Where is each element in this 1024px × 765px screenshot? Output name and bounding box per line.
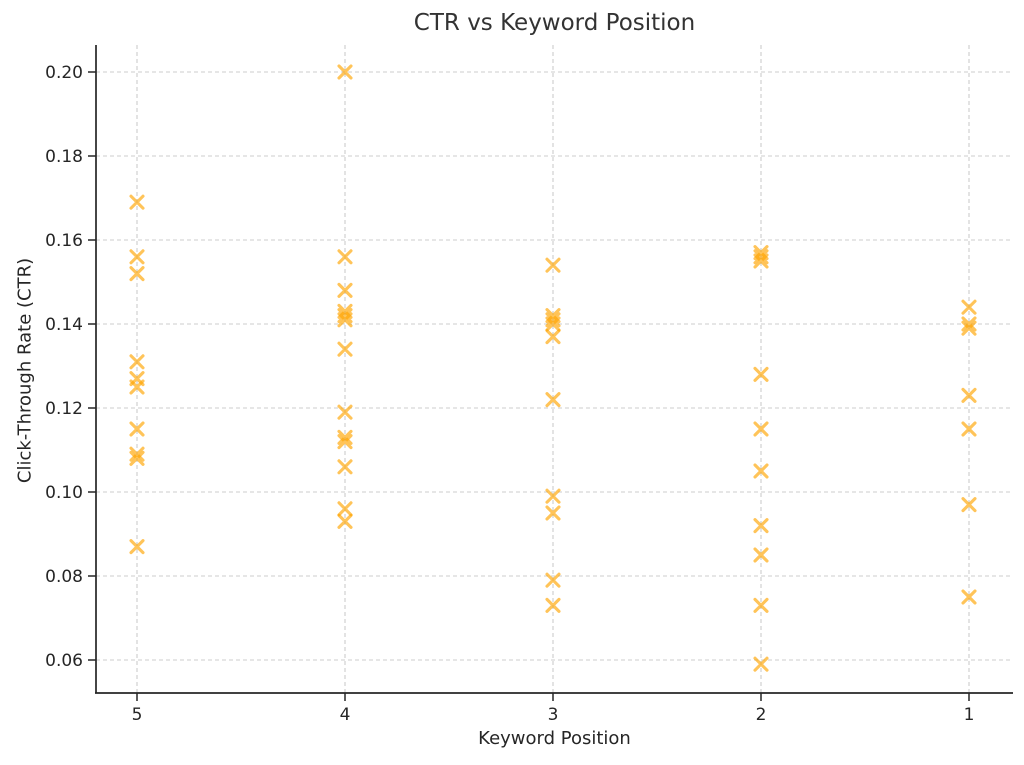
data-point-marker bbox=[753, 656, 769, 672]
data-point-marker bbox=[545, 312, 561, 328]
data-point-marker bbox=[753, 547, 769, 563]
data-point-marker bbox=[129, 539, 145, 555]
data-point-marker bbox=[129, 266, 145, 282]
data-point-marker bbox=[961, 497, 977, 513]
data-point-marker bbox=[545, 392, 561, 408]
y-tick-label: 0.06 bbox=[45, 651, 83, 671]
data-point-marker bbox=[753, 366, 769, 382]
data-point-marker bbox=[545, 257, 561, 273]
data-point-marker bbox=[337, 429, 353, 445]
data-point-marker bbox=[337, 513, 353, 529]
data-point-marker bbox=[753, 518, 769, 534]
data-point-marker bbox=[337, 404, 353, 420]
y-tick-label: 0.12 bbox=[45, 399, 83, 419]
data-point-marker bbox=[961, 316, 977, 332]
data-point-marker bbox=[753, 421, 769, 437]
data-point-marker bbox=[337, 249, 353, 265]
y-tick-label: 0.14 bbox=[45, 315, 83, 335]
data-point-marker bbox=[961, 320, 977, 336]
data-point-marker bbox=[961, 299, 977, 315]
data-point-marker bbox=[545, 316, 561, 332]
y-tick-label: 0.18 bbox=[45, 147, 83, 167]
data-point-marker bbox=[545, 572, 561, 588]
x-axis-label: Keyword Position bbox=[478, 728, 631, 749]
y-tick-label: 0.20 bbox=[45, 63, 83, 83]
data-point-marker bbox=[337, 312, 353, 328]
data-point-marker bbox=[753, 249, 769, 265]
y-tick-label: 0.08 bbox=[45, 567, 83, 587]
y-axis-label: Click-Through Rate (CTR) bbox=[14, 257, 36, 484]
data-point-marker bbox=[545, 505, 561, 521]
data-point-marker bbox=[753, 463, 769, 479]
data-point-marker bbox=[129, 354, 145, 370]
data-point-marker bbox=[961, 589, 977, 605]
data-point-marker bbox=[337, 501, 353, 517]
data-point-marker bbox=[753, 253, 769, 269]
data-point-marker bbox=[337, 308, 353, 324]
data-point-marker bbox=[337, 434, 353, 450]
data-point-marker bbox=[753, 597, 769, 613]
data-point-marker bbox=[961, 421, 977, 437]
x-tick-label: 1 bbox=[964, 705, 975, 725]
data-point-marker bbox=[129, 379, 145, 395]
data-point-marker bbox=[961, 387, 977, 403]
data-point-marker bbox=[129, 249, 145, 265]
y-tick-label: 0.10 bbox=[45, 483, 83, 503]
data-point-marker bbox=[337, 459, 353, 475]
data-point-marker bbox=[129, 421, 145, 437]
y-tick-label: 0.16 bbox=[45, 231, 83, 251]
data-point-marker bbox=[545, 597, 561, 613]
data-point-marker bbox=[545, 488, 561, 504]
data-point-marker bbox=[545, 329, 561, 345]
x-tick-label: 4 bbox=[340, 705, 351, 725]
x-tick-label: 5 bbox=[132, 705, 143, 725]
chart-title: CTR vs Keyword Position bbox=[413, 10, 696, 36]
x-tick-label: 2 bbox=[756, 705, 767, 725]
data-point-marker bbox=[129, 194, 145, 210]
data-point-marker bbox=[337, 64, 353, 80]
data-point-marker bbox=[337, 341, 353, 357]
data-point-marker bbox=[129, 446, 145, 462]
data-point-marker bbox=[337, 282, 353, 298]
data-point-marker bbox=[129, 450, 145, 466]
x-tick-label: 3 bbox=[548, 705, 559, 725]
